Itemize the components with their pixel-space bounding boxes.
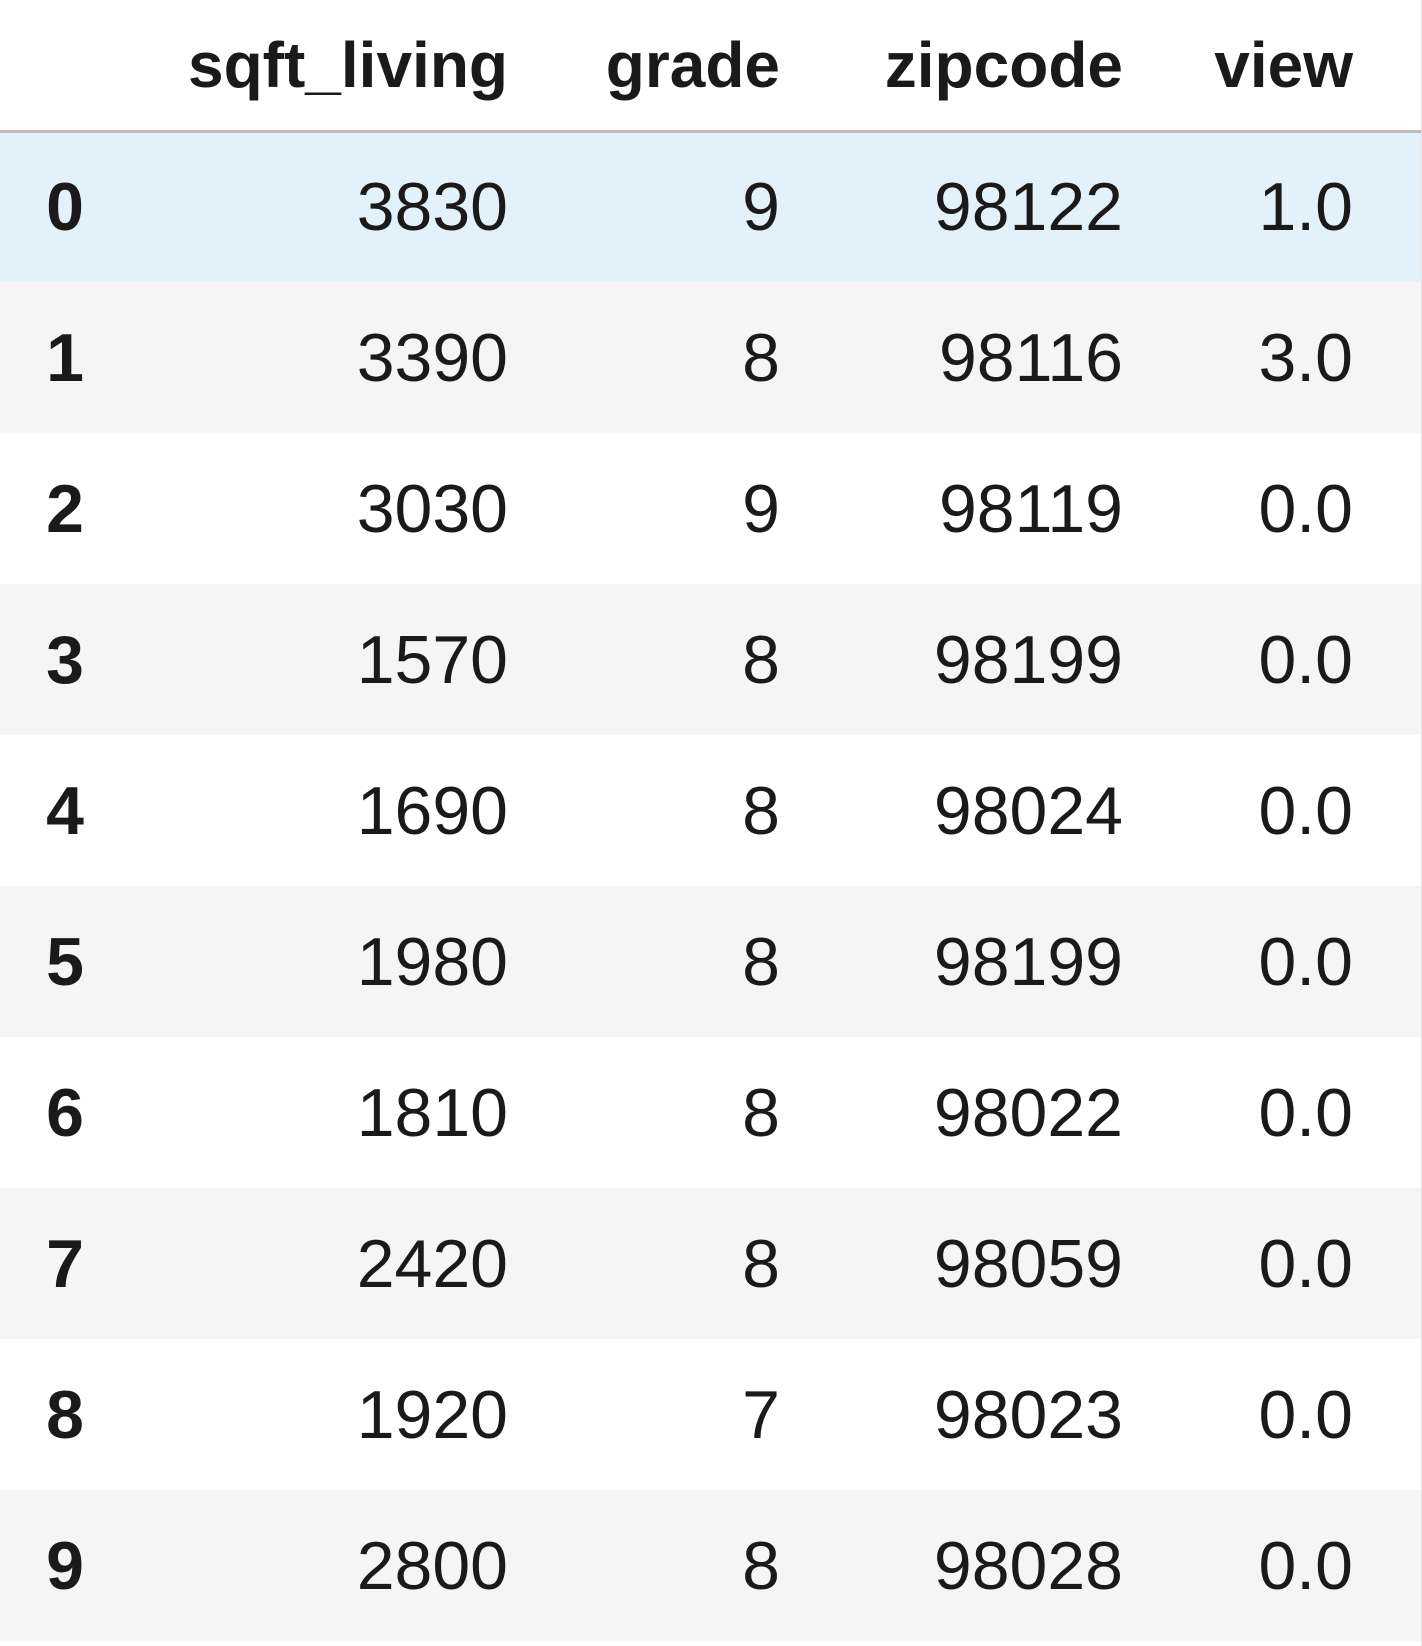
row-padding — [1353, 1037, 1422, 1188]
cell-sqft-living: 1980 — [356, 923, 508, 1000]
row-padding — [1353, 1339, 1422, 1490]
cell-sqft-living: 2800 — [356, 1527, 508, 1604]
cell-zipcode: 98122 — [933, 169, 1123, 246]
row-padding — [1353, 886, 1422, 1037]
table-header: sqft_living grade zipcode view — [0, 0, 1422, 131]
row-padding — [1353, 584, 1422, 735]
cell-sqft-living: 1690 — [356, 772, 508, 849]
cell-sqft-living: 1920 — [356, 1376, 508, 1453]
cell-view: 0.0 — [1258, 1376, 1353, 1453]
header-padding — [1353, 0, 1422, 131]
cell-zipcode: 98199 — [933, 923, 1123, 1000]
cell-sqft-living: 1810 — [356, 1074, 508, 1151]
table-row: 4 1690 8 98024 0.0 — [0, 735, 1422, 886]
cell-sqft-living: 3030 — [356, 470, 508, 547]
column-header-grade: grade — [605, 28, 780, 101]
cell-grade: 8 — [742, 1074, 780, 1151]
row-index: 2 — [46, 470, 84, 547]
row-index: 0 — [46, 169, 84, 246]
table-row: 8 1920 7 98023 0.0 — [0, 1339, 1422, 1490]
header-row: sqft_living grade zipcode view — [0, 0, 1422, 131]
row-index: 5 — [46, 923, 84, 1000]
cell-view: 1.0 — [1258, 169, 1353, 246]
column-header-index — [0, 0, 84, 131]
cell-grade: 9 — [742, 470, 780, 547]
table-row: 5 1980 8 98199 0.0 — [0, 886, 1422, 1037]
row-index: 1 — [46, 319, 84, 396]
table-row: 6 1810 8 98022 0.0 — [0, 1037, 1422, 1188]
cell-grade: 8 — [742, 621, 780, 698]
cell-view: 0.0 — [1258, 621, 1353, 698]
cell-sqft-living: 3830 — [356, 169, 508, 246]
cell-grade: 8 — [742, 772, 780, 849]
cell-zipcode: 98059 — [933, 1225, 1123, 1302]
table-row: 2 3030 9 98119 0.0 — [0, 433, 1422, 584]
cell-grade: 8 — [742, 1225, 780, 1302]
cell-view: 0.0 — [1258, 772, 1353, 849]
row-index: 7 — [46, 1225, 84, 1302]
cell-zipcode: 98023 — [933, 1376, 1123, 1453]
cell-view: 0.0 — [1258, 1527, 1353, 1604]
cell-zipcode: 98119 — [938, 470, 1123, 547]
cell-grade: 8 — [742, 1527, 780, 1604]
row-index: 4 — [46, 772, 84, 849]
table-row: 0 3830 9 98122 1.0 — [0, 131, 1422, 282]
column-header-sqft-living: sqft_living — [187, 28, 508, 101]
cell-zipcode: 98024 — [933, 772, 1123, 849]
cell-zipcode: 98116 — [938, 319, 1123, 396]
cell-sqft-living: 2420 — [356, 1225, 508, 1302]
cell-grade: 9 — [742, 169, 780, 246]
row-padding — [1353, 735, 1422, 886]
table-row: 1 3390 8 98116 3.0 — [0, 282, 1422, 433]
cell-zipcode: 98199 — [933, 621, 1123, 698]
row-padding — [1353, 282, 1422, 433]
cell-grade: 8 — [742, 319, 780, 396]
cell-view: 0.0 — [1258, 470, 1353, 547]
table-row: 7 2420 8 98059 0.0 — [0, 1188, 1422, 1339]
cell-sqft-living: 3390 — [356, 319, 508, 396]
cell-view: 3.0 — [1258, 319, 1353, 396]
table-row: 3 1570 8 98199 0.0 — [0, 584, 1422, 735]
table-body: 0 3830 9 98122 1.0 1 3390 8 98116 3.0 2 … — [0, 131, 1422, 1641]
cell-zipcode: 98028 — [933, 1527, 1123, 1604]
cell-grade: 8 — [742, 923, 780, 1000]
column-header-view: view — [1214, 28, 1353, 101]
table-row: 9 2800 8 98028 0.0 — [0, 1490, 1422, 1641]
cell-view: 0.0 — [1258, 1225, 1353, 1302]
row-index: 3 — [46, 621, 84, 698]
cell-view: 0.0 — [1258, 1074, 1353, 1151]
row-index: 6 — [46, 1074, 84, 1151]
cell-view: 0.0 — [1258, 923, 1353, 1000]
row-index: 8 — [46, 1376, 84, 1453]
row-padding — [1353, 1188, 1422, 1339]
cell-sqft-living: 1570 — [356, 621, 508, 698]
row-padding — [1353, 131, 1422, 282]
cell-grade: 7 — [742, 1376, 780, 1453]
row-index: 9 — [46, 1527, 84, 1604]
row-padding — [1353, 1490, 1422, 1641]
row-padding — [1353, 433, 1422, 584]
column-header-zipcode: zipcode — [884, 28, 1123, 101]
cell-zipcode: 98022 — [933, 1074, 1123, 1151]
